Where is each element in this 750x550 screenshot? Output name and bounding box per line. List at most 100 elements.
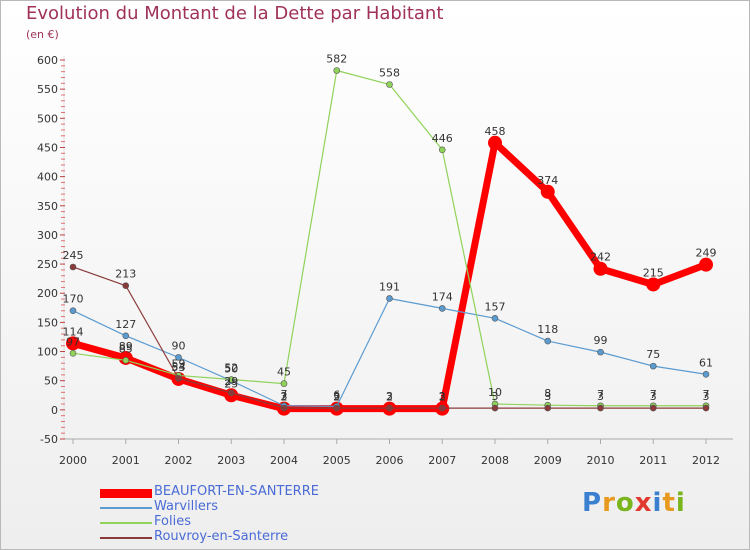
y-tick-label: 100 [37,346,58,359]
x-tick-label: 2009 [534,454,562,467]
data-label: 558 [379,66,400,79]
data-point [488,135,502,150]
legend-swatch [100,522,152,524]
data-label: 245 [63,249,84,262]
data-label: 174 [432,290,453,303]
data-point [699,257,713,272]
data-point [438,146,446,154]
data-point [544,337,552,345]
data-label: 2 [386,391,393,404]
data-label: 242 [590,251,611,264]
data-point [69,349,77,357]
legend-label: Folies [154,514,191,529]
data-label: 3 [333,390,340,403]
data-label: 191 [379,280,400,293]
data-point [649,404,657,412]
logo-letter: i [652,488,663,518]
logo-letter: i [675,488,686,518]
data-label: 374 [537,174,558,187]
data-label: 3 [281,390,288,403]
data-label: 7 [281,388,288,401]
x-tick-label: 2006 [376,454,404,467]
y-tick-label: 0 [51,404,58,417]
logo-letter: r [602,488,616,518]
data-label: 458 [485,125,506,138]
data-label: 2 [281,391,288,404]
logo-letter: P [582,488,603,518]
data-point [227,389,235,397]
data-point [597,348,604,356]
y-tick-label: 150 [37,316,58,329]
x-tick-label: 2002 [165,454,193,467]
chart-unit-label: (en €) [26,28,59,41]
data-point [69,307,77,315]
data-label: 25 [224,377,238,390]
data-label: 99 [594,334,608,347]
legend-swatch [100,507,152,509]
logo-letter: t [662,488,676,518]
data-label: 127 [115,318,136,331]
data-label: 3 [597,390,604,403]
data-label: 75 [646,348,660,361]
legend-label: BEAUFORT-EN-SANTERRE [154,484,319,499]
series-line-beaufort-en-santerre [69,139,710,413]
x-tick-label: 2001 [112,454,140,467]
data-label: 85 [119,342,133,355]
data-label: 52 [224,362,238,375]
data-label: 61 [699,356,713,369]
data-label: 582 [326,52,347,65]
x-tick-label: 2003 [217,454,245,467]
y-tick-label: 350 [37,200,58,213]
data-label: 157 [485,300,506,313]
data-point [386,295,393,302]
data-point [491,315,499,322]
data-point [122,356,130,364]
data-label: 7 [703,388,710,401]
y-tick-label: 500 [37,112,58,125]
data-label: 54 [172,360,186,373]
data-label: 3 [544,390,551,403]
y-tick-label: 450 [37,141,58,154]
data-point [544,404,552,412]
data-point [122,332,130,340]
data-label: 97 [66,335,80,348]
data-label: 7 [650,388,657,401]
x-tick-label: 2010 [587,454,615,467]
data-point [593,261,608,276]
data-label: 213 [115,268,136,281]
data-point [386,81,393,88]
data-label: 6 [333,388,340,401]
data-label: 50 [224,363,238,376]
data-point [122,282,130,289]
data-label: 3 [492,390,499,403]
data-label: 8 [544,387,551,400]
data-label: 3 [650,390,657,403]
legend-swatch [100,489,152,498]
data-point [333,404,341,412]
data-label: 249 [696,247,717,260]
data-point [649,362,657,370]
legend-label: Rouvroy-en-Santerre [154,529,289,544]
data-label: 114 [63,325,84,338]
data-point [438,404,446,412]
data-point [491,404,499,412]
y-tick-label: 200 [37,287,58,300]
y-tick-label: 300 [37,229,58,242]
legend-swatch [100,537,152,539]
data-label: 3 [386,390,393,403]
data-label: 3 [703,390,710,403]
data-label: 89 [119,340,133,353]
data-label: 29 [224,375,238,388]
y-tick-label: 50 [44,375,58,388]
data-point [438,305,446,312]
data-label: 2 [439,391,446,404]
data-point [702,370,710,378]
data-label: 53 [172,361,186,374]
data-point [227,376,235,383]
y-tick-label: 400 [37,171,58,184]
data-point [333,67,341,74]
data-point [66,336,80,351]
data-label: 118 [537,323,558,336]
data-point [280,380,288,387]
